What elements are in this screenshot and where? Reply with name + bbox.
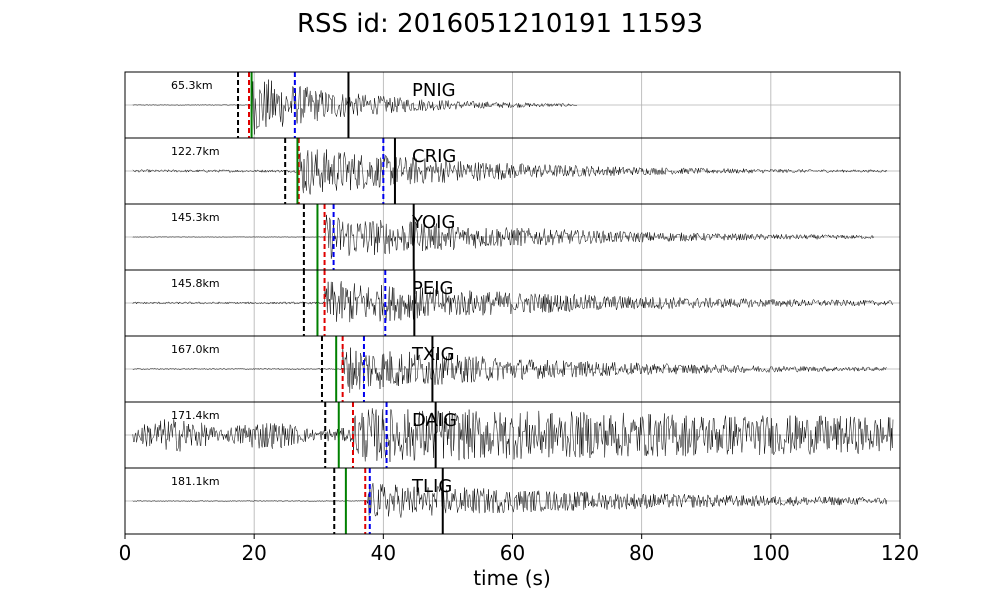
x-tick-label: 120 [881, 541, 919, 565]
station-label: CRIG [412, 146, 456, 167]
x-tick-label: 80 [629, 541, 654, 565]
station-panel-txig: 167.0km TXIG [124, 335, 901, 403]
x-tick-label: 0 [119, 541, 132, 565]
distance-label: 145.3km [171, 211, 220, 224]
waveform-trace [132, 79, 577, 135]
waveform-trace [132, 483, 888, 518]
station-panel-tlig: 181.1km TLIG [124, 467, 901, 535]
chart-title: RSS id: 2016051210191 11593 [297, 9, 703, 39]
distance-label: 181.1km [171, 475, 220, 488]
station-label: YOIG [411, 212, 455, 233]
station-panels: 65.3km PNIG 122.7km CRIG 145.3km YOIG 145.8km P… [124, 71, 901, 535]
station-panel-yoig: 145.3km YOIG [124, 203, 901, 271]
distance-label: 65.3km [171, 79, 213, 92]
distance-label: 145.8km [171, 277, 220, 290]
station-label: TXIG [411, 344, 455, 365]
distance-label: 167.0km [171, 343, 220, 356]
waveform-trace [132, 408, 894, 462]
station-panel-crig: 122.7km CRIG [124, 137, 901, 205]
x-tick-label: 60 [500, 541, 525, 565]
waveform-trace [132, 149, 888, 195]
waveform-trace [132, 214, 874, 259]
x-axis: 0 20 40 60 80 100 120 [119, 534, 919, 565]
station-label: DAIG [412, 410, 457, 431]
waveform-trace [132, 347, 887, 393]
x-tick-label: 100 [752, 541, 790, 565]
station-panel-pnig: 65.3km PNIG [124, 71, 901, 139]
station-label: PEIG [412, 278, 453, 299]
station-label: TLIG [411, 476, 452, 497]
distance-label: 171.4km [171, 409, 220, 422]
station-label: PNIG [412, 80, 456, 101]
x-tick-label: 40 [371, 541, 396, 565]
x-axis-label: time (s) [473, 566, 551, 590]
station-panel-peig: 145.8km PEIG [124, 269, 901, 337]
distance-label: 122.7km [171, 145, 220, 158]
waveform-trace [132, 281, 894, 323]
x-tick-label: 20 [241, 541, 266, 565]
station-panel-daig: 171.4km DAIG [124, 401, 901, 469]
